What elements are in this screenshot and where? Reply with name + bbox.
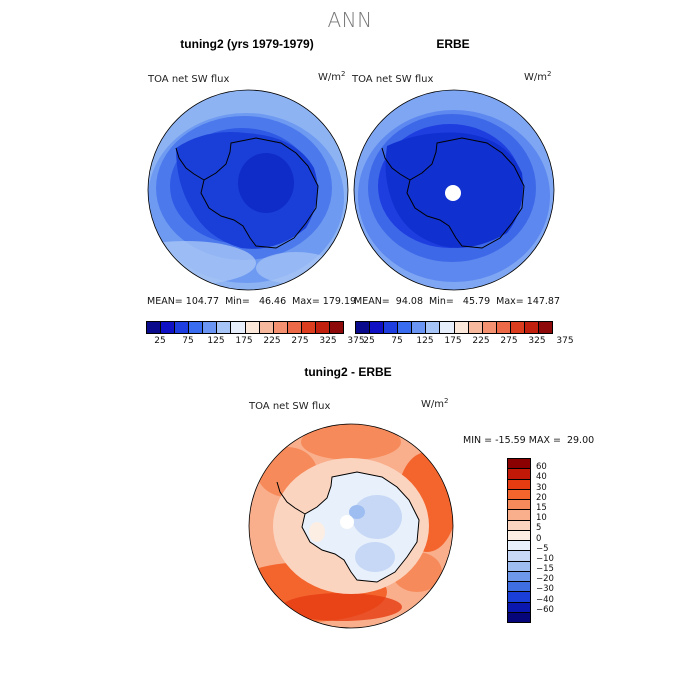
colorbar-swatch — [508, 602, 530, 613]
colorbar-tick-label: 325 — [528, 336, 546, 346]
colorbar-tick-label: 325 — [319, 336, 337, 346]
colorbar-swatch — [440, 322, 455, 333]
colorbar-swatch — [508, 469, 530, 480]
colorbar-swatch — [175, 322, 190, 333]
diff-minmax: MIN = -15.59 MAX = 29.00 — [463, 435, 595, 446]
colorbar-swatch — [203, 322, 218, 333]
model-variable-label: TOA net SW flux — [148, 74, 230, 85]
diff-panel-title: tuning2 - ERBE — [304, 365, 392, 379]
colorbar-tick-label: 225 — [472, 336, 490, 346]
colorbar-tick-label: −30 — [536, 584, 554, 595]
colorbar-swatch — [508, 612, 530, 622]
colorbar-tick-label: 275 — [291, 336, 309, 346]
colorbar-swatch — [508, 561, 530, 572]
model-colorbar — [146, 321, 344, 334]
colorbar-tick-label: −40 — [536, 594, 554, 605]
colorbar-tick-label: 25 — [363, 336, 375, 346]
colorbar-swatch — [384, 322, 399, 333]
colorbar-swatch — [508, 592, 530, 603]
colorbar-tick-label: 25 — [154, 336, 166, 346]
obs-colorbar-ticks: 25 75 125 175 225 275 325 375 — [355, 336, 573, 348]
colorbar-tick-label: 75 — [182, 336, 194, 346]
colorbar-swatch — [454, 322, 469, 333]
colorbar-swatch — [259, 322, 274, 333]
colorbar-swatch — [315, 322, 331, 333]
colorbar-tick-label: −15 — [536, 564, 554, 575]
obs-variable-label: TOA net SW flux — [352, 74, 434, 85]
colorbar-swatch — [356, 322, 371, 333]
colorbar-tick-label: −10 — [536, 553, 554, 564]
colorbar-swatch — [508, 510, 530, 521]
colorbar-swatch — [287, 322, 302, 333]
colorbar-swatch — [508, 530, 530, 541]
colorbar-tick-label: 60 — [536, 462, 547, 473]
colorbar-tick-label: 275 — [500, 336, 518, 346]
colorbar-swatch — [508, 582, 530, 593]
colorbar-tick-label: 10 — [536, 513, 547, 524]
obs-units-label: W/m2 — [524, 70, 552, 83]
colorbar-swatch — [273, 322, 288, 333]
colorbar-swatch — [189, 322, 204, 333]
colorbar-tick-label: 175 — [444, 336, 462, 346]
colorbar-swatch — [468, 322, 483, 333]
colorbar-swatch — [510, 322, 525, 333]
colorbar-swatch — [508, 489, 530, 500]
diff-units-label: W/m2 — [421, 397, 449, 410]
colorbar-swatch — [482, 322, 497, 333]
model-polar-map — [147, 89, 349, 291]
colorbar-swatch — [147, 322, 162, 333]
colorbar-swatch — [301, 322, 316, 333]
colorbar-swatch — [508, 459, 530, 470]
colorbar-tick-label: 20 — [536, 492, 547, 503]
colorbar-swatch — [398, 322, 413, 333]
obs-panel-title: ERBE — [436, 37, 470, 51]
obs-colorbar — [355, 321, 553, 334]
colorbar-tick-label: 125 — [416, 336, 434, 346]
colorbar-swatch — [245, 322, 260, 333]
model-stats: MEAN= 104.77 Min= 46.46 Max= 179.19 — [147, 296, 357, 307]
colorbar-swatch — [231, 322, 246, 333]
colorbar-tick-label: 5 — [536, 523, 542, 534]
colorbar-swatch — [524, 322, 540, 333]
figure-title: ANN — [327, 8, 373, 32]
colorbar-swatch — [508, 551, 530, 562]
colorbar-swatch — [496, 322, 511, 333]
colorbar-swatch — [330, 322, 344, 333]
colorbar-tick-label: 15 — [536, 502, 547, 513]
colorbar-swatch — [508, 571, 530, 582]
colorbar-swatch — [508, 500, 530, 511]
diff-polar-map — [248, 423, 454, 629]
diff-variable-label: TOA net SW flux — [249, 401, 331, 412]
colorbar-tick-label: 225 — [263, 336, 281, 346]
colorbar-swatch — [539, 322, 553, 333]
colorbar-tick-label: −5 — [536, 543, 549, 554]
colorbar-swatch — [426, 322, 441, 333]
colorbar-tick-label: 375 — [556, 336, 574, 346]
colorbar-tick-label: 75 — [391, 336, 403, 346]
colorbar-tick-label: 40 — [536, 472, 547, 483]
colorbar-tick-label: 175 — [235, 336, 253, 346]
colorbar-tick-label: 375 — [347, 336, 365, 346]
colorbar-tick-label: −20 — [536, 574, 554, 585]
model-colorbar-ticks: 25 75 125 175 225 275 325 375 — [146, 336, 364, 348]
colorbar-tick-label: 125 — [207, 336, 225, 346]
obs-polar-map — [353, 89, 555, 291]
diff-colorbar-ticks: 60 40 30 20 15 10 5 0 −5 −10 −15 −20 −30 −40 −60 — [536, 458, 576, 621]
colorbar-swatch — [370, 322, 385, 333]
colorbar-swatch — [161, 322, 176, 333]
colorbar-swatch — [217, 322, 232, 333]
colorbar-swatch — [412, 322, 427, 333]
colorbar-tick-label: 30 — [536, 482, 547, 493]
colorbar-swatch — [508, 479, 530, 490]
colorbar-tick-label: 0 — [536, 533, 542, 544]
obs-stats: MEAN= 94.08 Min= 45.79 Max= 147.87 — [354, 296, 561, 307]
colorbar-tick-label: −60 — [536, 604, 554, 615]
colorbar-swatch — [508, 520, 530, 531]
model-panel-title: tuning2 (yrs 1979-1979) — [180, 37, 314, 51]
model-units-label: W/m2 — [318, 70, 346, 83]
diff-colorbar — [507, 458, 531, 623]
colorbar-swatch — [508, 541, 530, 552]
